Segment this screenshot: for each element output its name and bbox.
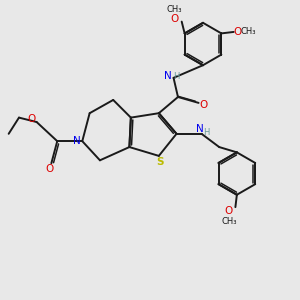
Text: O: O bbox=[27, 114, 35, 124]
Text: S: S bbox=[157, 158, 164, 167]
Text: N: N bbox=[164, 70, 172, 80]
Text: O: O bbox=[170, 14, 178, 24]
Text: CH₃: CH₃ bbox=[167, 5, 182, 14]
Text: O: O bbox=[234, 27, 242, 37]
Text: CH₃: CH₃ bbox=[240, 27, 256, 36]
Text: N: N bbox=[196, 124, 204, 134]
Text: N: N bbox=[73, 136, 81, 146]
Text: O: O bbox=[46, 164, 54, 173]
Text: CH₃: CH₃ bbox=[221, 217, 237, 226]
Text: H: H bbox=[173, 72, 179, 81]
Text: O: O bbox=[225, 206, 233, 216]
Text: H: H bbox=[203, 128, 210, 137]
Text: O: O bbox=[199, 100, 207, 110]
